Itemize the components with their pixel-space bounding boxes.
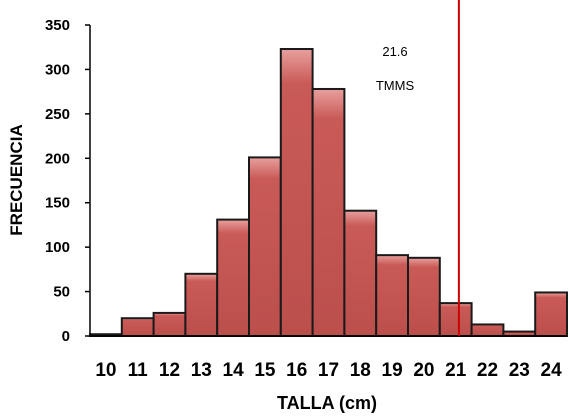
x-ticks: 10 11 12 13 14 15 16 17 18 19 20 21 22 23 24 (95, 360, 562, 381)
y-tick-label-50: 50 (53, 284, 70, 301)
x-tick-label-17: 17 (318, 360, 339, 381)
reference-line-label: TMMS (376, 78, 415, 93)
x-tick-label-19: 19 (382, 360, 403, 381)
x-tick-label-11: 11 (128, 360, 149, 381)
y-tick-label-350: 350 (45, 17, 70, 34)
x-tick-label-24: 24 (541, 360, 563, 381)
reference-line-value: 21.6 (382, 44, 407, 59)
y-tick-label-150: 150 (45, 195, 70, 212)
y-tick-label-200: 200 (45, 150, 70, 167)
bars-layer (89, 47, 569, 338)
x-tick-label-18: 18 (350, 360, 371, 381)
bar-21 (438, 302, 473, 337)
x-axis-title: TALLA (cm) (277, 393, 377, 413)
x-tick-label-10: 10 (95, 360, 116, 381)
x-tick-label-16: 16 (286, 360, 307, 381)
bar-11 (120, 317, 155, 338)
bar-17 (311, 87, 346, 338)
bar-22 (470, 323, 505, 338)
bar-15 (248, 156, 282, 337)
x-tick-label-12: 12 (159, 360, 180, 381)
x-tick-label-21: 21 (445, 360, 467, 381)
x-tick-label-23: 23 (509, 360, 530, 381)
x-tick-label-13: 13 (191, 360, 212, 381)
x-tick-label-14: 14 (223, 360, 245, 381)
bar-24 (534, 291, 569, 337)
x-tick-label-20: 20 (413, 360, 434, 381)
bar-14 (216, 218, 250, 338)
bar-19 (375, 254, 410, 337)
y-ticks: 0 50 100 150 200 250 300 350 (45, 17, 90, 345)
y-tick-label-300: 300 (45, 61, 70, 78)
bar-13 (184, 272, 219, 337)
axes-layer (89, 25, 567, 337)
y-tick-label-250: 250 (45, 106, 70, 123)
bar-20 (407, 256, 441, 337)
y-axis-title: FRECUENCIA (7, 124, 26, 235)
y-tick-label-100: 100 (45, 239, 70, 256)
y-tick-label-0: 0 (62, 328, 70, 345)
x-tick-label-22: 22 (477, 360, 498, 381)
bar-18 (343, 209, 378, 338)
bar-12 (152, 311, 187, 337)
bar-16 (279, 47, 314, 338)
x-tick-label-15: 15 (254, 360, 276, 381)
